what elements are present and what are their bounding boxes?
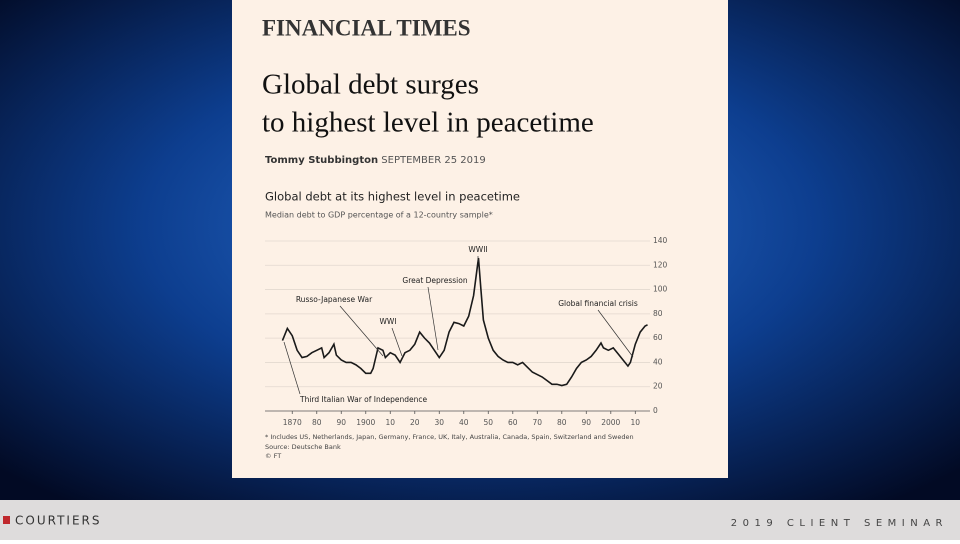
annotation: WWII — [468, 245, 487, 254]
brand: FINANCIAL TIMES — [262, 15, 471, 40]
y-tick-label: 20 — [653, 382, 663, 391]
data-line — [281, 257, 648, 387]
x-tick-label: 10 — [385, 418, 395, 427]
annotation: Great Depression — [402, 276, 467, 285]
annotation: Russo-Japanese War — [296, 295, 373, 304]
x-tick-label: 2000 — [601, 418, 620, 427]
x-tick-label: 1900 — [356, 418, 375, 427]
footnote: * Includes US, Netherlands, Japan, Germa… — [265, 433, 634, 441]
y-tick-label: 120 — [653, 260, 668, 269]
headline: Global debt surges — [262, 69, 479, 101]
x-tick-label: 30 — [434, 418, 444, 427]
annotation-leader — [391, 327, 403, 357]
y-tick-label: 80 — [653, 309, 663, 318]
date: SEPTEMBER 25 2019 — [381, 155, 485, 166]
annotation-leader — [597, 309, 634, 358]
x-tick-label: 10 — [631, 418, 641, 427]
annotation: Third Italian War of Independence — [299, 395, 427, 404]
x-tick-label: 90 — [336, 418, 346, 427]
annotation-leader — [283, 341, 301, 395]
annotation: WWI — [379, 317, 396, 326]
credit: © FT — [265, 452, 281, 460]
company: COURTIERS — [15, 514, 101, 528]
author: Tommy Stubbington — [265, 155, 378, 166]
article-panel — [232, 0, 728, 478]
x-tick-label: 80 — [557, 418, 567, 427]
y-tick-label: 140 — [653, 236, 668, 245]
source: Source: Deutsche Bank — [265, 443, 341, 451]
x-tick-label: 70 — [533, 418, 543, 427]
x-tick-label: 90 — [582, 418, 592, 427]
event: 2019 CLIENT SEMINAR — [731, 518, 948, 529]
logo-mark — [3, 516, 10, 524]
byline: Tommy Stubbington SEPTEMBER 25 2019 — [265, 155, 486, 166]
x-tick-label: 60 — [508, 418, 518, 427]
chart-title: Global debt at its highest level in peac… — [265, 190, 520, 204]
chart-subtitle: Median debt to GDP percentage of a 12-co… — [265, 211, 493, 220]
x-tick-label: 20 — [410, 418, 420, 427]
x-tick-label: 1870 — [283, 418, 302, 427]
headline: to highest level in peacetime — [262, 107, 594, 139]
x-tick-label: 40 — [459, 418, 469, 427]
y-tick-label: 40 — [653, 357, 663, 366]
y-tick-label: 100 — [653, 285, 668, 294]
annotation: Global financial crisis — [558, 299, 638, 308]
x-tick-label: 50 — [484, 418, 494, 427]
x-tick-label: 80 — [312, 418, 322, 427]
y-tick-label: 0 — [653, 406, 658, 415]
annotation-leader — [427, 286, 439, 351]
y-tick-label: 60 — [653, 333, 663, 342]
footer-bar — [0, 500, 960, 540]
annotation-leader — [339, 305, 384, 357]
